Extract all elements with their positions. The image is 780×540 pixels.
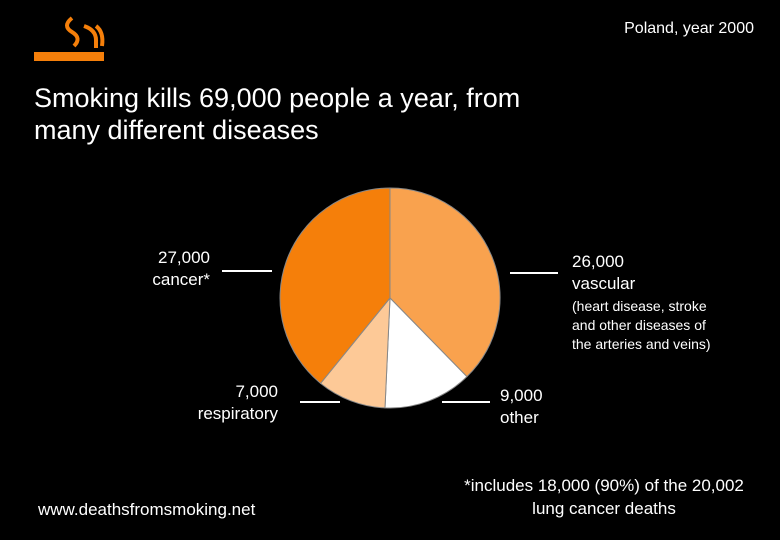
- value-label: 27,000: [158, 248, 210, 267]
- category-label: cancer*: [152, 270, 210, 289]
- slice-label: 26,000 vascular: [572, 251, 635, 295]
- pie-slice: [384, 296, 468, 409]
- value-label: 26,000: [572, 252, 624, 271]
- slice-label: 27,000 cancer*: [152, 247, 210, 291]
- subtitle: Poland, year 2000: [624, 20, 754, 37]
- pie-slice: [279, 187, 391, 385]
- chart-title: Smoking kills 69,000 people a year, from…: [34, 83, 521, 145]
- footnote: *includes 18,000 (90%) of the 20,002 lun…: [464, 476, 744, 518]
- slice-label: 7,000 respiratory: [198, 381, 278, 425]
- pie: [279, 187, 501, 409]
- source: www.deathsfromsmoking.net: [38, 500, 256, 519]
- category-label: vascular: [572, 274, 636, 293]
- pie-slice: [319, 296, 391, 409]
- value-label: 9,000: [500, 386, 543, 405]
- category-label: other: [500, 408, 539, 427]
- slice-label: 9,000 other: [500, 385, 543, 429]
- annotation: (heart disease, stroke and other disease…: [572, 298, 711, 352]
- category-label: respiratory: [197, 404, 278, 423]
- leader-lines: [222, 270, 558, 403]
- value-label: 7,000: [235, 382, 278, 401]
- logo: [34, 16, 105, 61]
- pie-slice: [389, 187, 501, 378]
